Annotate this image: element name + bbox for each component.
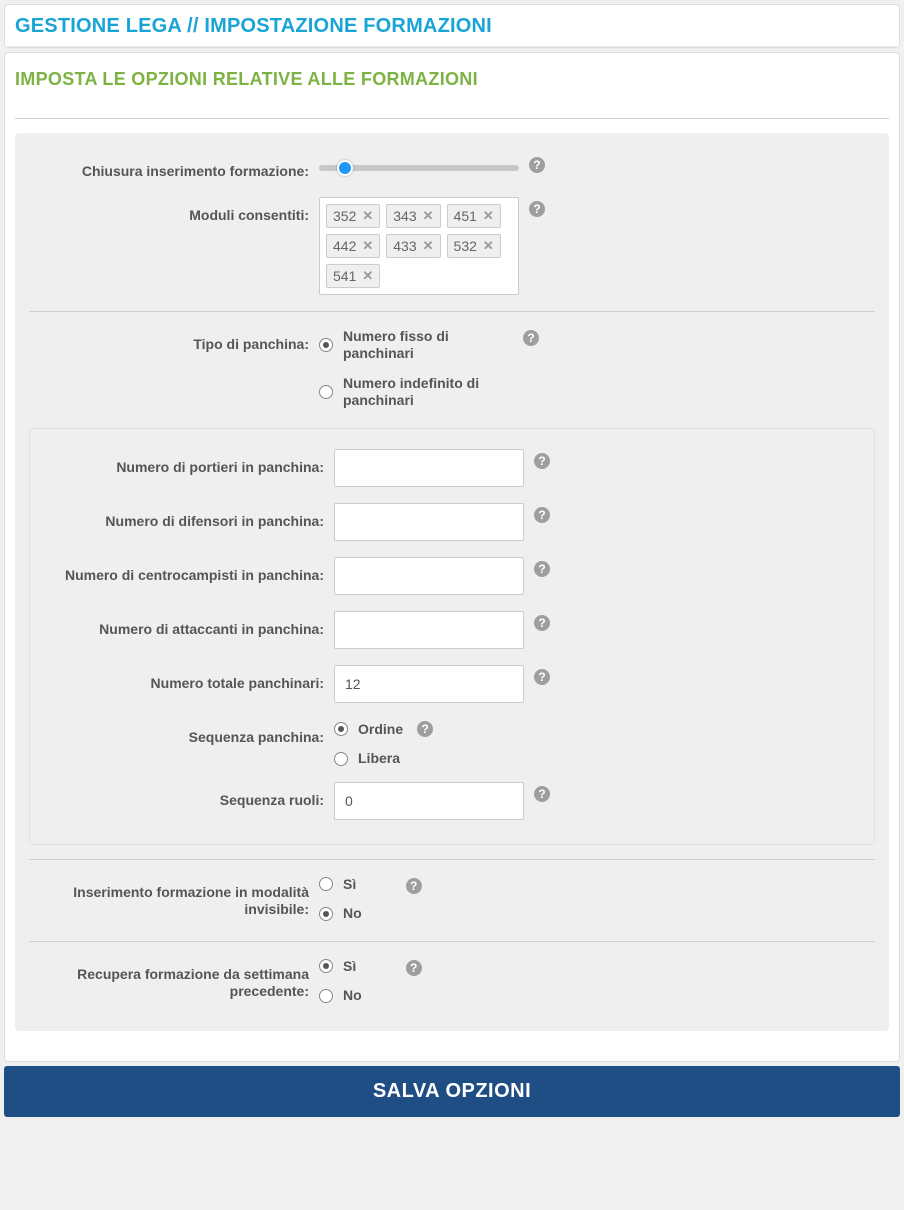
label-invisible: Inserimento formazione in modalità invis… [29, 874, 309, 919]
radio-icon [319, 877, 333, 891]
row-bench-def: Numero di difensori in panchina: ? [44, 503, 860, 541]
page-title-bar: Gestione Lega // Impostazione formazioni [5, 5, 899, 47]
header-panel: Gestione Lega // Impostazione formazioni [4, 4, 900, 48]
input-bench-total[interactable] [334, 665, 524, 703]
module-tag: 343✕ [386, 204, 440, 228]
label-bench-mid: Numero di centrocampisti in panchina: [44, 557, 324, 585]
radio-recover-no[interactable]: No [319, 985, 362, 1007]
help-icon[interactable]: ? [417, 721, 433, 737]
tag-remove-icon[interactable]: ✕ [423, 238, 434, 254]
label-closing: Chiusura inserimento formazione: [29, 153, 309, 181]
divider [29, 941, 875, 942]
tag-remove-icon[interactable]: ✕ [362, 238, 373, 254]
module-tag: 442✕ [326, 234, 380, 258]
help-icon[interactable]: ? [534, 507, 550, 523]
module-tag: 541✕ [326, 264, 380, 288]
field-modules: 352✕ 343✕ 451✕ 442✕ 433✕ 532✕ 541✕ ? [319, 197, 875, 295]
tag-remove-icon[interactable]: ✕ [483, 238, 494, 254]
closing-slider[interactable] [319, 165, 519, 171]
radio-icon [319, 338, 333, 352]
label-bench-fwd: Numero di attaccanti in panchina: [44, 611, 324, 639]
label-bench-gk: Numero di portieri in panchina: [44, 449, 324, 477]
label-recover: Recupera formazione da settimana precede… [29, 956, 309, 1001]
field-bench-type: Numero fisso di panchinari Numero indefi… [319, 326, 875, 412]
row-bench-mid: Numero di centrocampisti in panchina: ? [44, 557, 860, 595]
radio-icon [319, 385, 333, 399]
help-icon[interactable]: ? [534, 669, 550, 685]
bench-counts-section: Numero di portieri in panchina: ? Numero… [29, 428, 875, 845]
radio-bench-fixed[interactable]: Numero fisso di panchinari [319, 326, 513, 365]
tag-remove-icon[interactable]: ✕ [362, 208, 373, 224]
row-bench-fwd: Numero di attaccanti in panchina: ? [44, 611, 860, 649]
save-button[interactable]: Salva Opzioni [4, 1066, 900, 1117]
form-section-main: Chiusura inserimento formazione: ? Modul… [15, 133, 889, 1031]
label-role-seq: Sequenza ruoli: [44, 782, 324, 810]
help-icon[interactable]: ? [534, 786, 550, 802]
radio-bench-undefined[interactable]: Numero indefinito di panchinari [319, 373, 513, 412]
radio-icon [319, 959, 333, 973]
divider [29, 859, 875, 860]
help-icon[interactable]: ? [406, 878, 422, 894]
closing-slider-handle[interactable] [337, 160, 353, 176]
module-tag: 451✕ [447, 204, 501, 228]
row-bench-total: Numero totale panchinari: ? [44, 665, 860, 703]
tag-remove-icon[interactable]: ✕ [423, 208, 434, 224]
row-bench-type: Tipo di panchina: Numero fisso di panchi… [29, 326, 875, 412]
field-closing: ? [319, 153, 875, 173]
help-icon[interactable]: ? [534, 615, 550, 631]
help-icon[interactable]: ? [529, 201, 545, 217]
row-modules: Moduli consentiti: 352✕ 343✕ 451✕ 442✕ 4… [29, 197, 875, 295]
module-tag: 352✕ [326, 204, 380, 228]
page-title: Gestione Lega // Impostazione formazioni [15, 15, 889, 38]
help-icon[interactable]: ? [529, 157, 545, 173]
divider [15, 118, 889, 119]
label-bench-total: Numero totale panchinari: [44, 665, 324, 693]
sub-title: Imposta le opzioni relative alle formazi… [15, 65, 889, 104]
help-icon[interactable]: ? [534, 561, 550, 577]
row-bench-seq: Sequenza panchina: Ordine? Libera [44, 719, 860, 770]
row-role-seq: Sequenza ruoli: ? [44, 782, 860, 820]
label-modules: Moduli consentiti: [29, 197, 309, 225]
page-title-seg1: Gestione Lega [15, 15, 181, 37]
input-role-seq[interactable] [334, 782, 524, 820]
form-panel: Imposta le opzioni relative alle formazi… [4, 52, 900, 1062]
page-title-sep: // [181, 15, 204, 37]
page-title-seg2: Impostazione formazioni [204, 15, 492, 37]
tag-remove-icon[interactable]: ✕ [483, 208, 494, 224]
help-icon[interactable]: ? [406, 960, 422, 976]
radio-recover-yes[interactable]: Sì [319, 956, 362, 978]
input-bench-def[interactable] [334, 503, 524, 541]
label-bench-def: Numero di difensori in panchina: [44, 503, 324, 531]
radio-icon [334, 752, 348, 766]
row-invisible: Inserimento formazione in modalità invis… [29, 874, 875, 925]
radio-icon [319, 989, 333, 1003]
tag-remove-icon[interactable]: ✕ [362, 268, 373, 284]
radio-seq-ordine[interactable]: Ordine? [334, 719, 433, 741]
input-bench-mid[interactable] [334, 557, 524, 595]
input-bench-gk[interactable] [334, 449, 524, 487]
radio-seq-libera[interactable]: Libera [334, 748, 433, 770]
label-bench-seq: Sequenza panchina: [44, 719, 324, 747]
help-icon[interactable]: ? [534, 453, 550, 469]
modules-tags-box[interactable]: 352✕ 343✕ 451✕ 442✕ 433✕ 532✕ 541✕ [319, 197, 519, 295]
radio-invisible-no[interactable]: No [319, 903, 362, 925]
radio-icon [319, 907, 333, 921]
help-icon[interactable]: ? [523, 330, 539, 346]
radio-invisible-yes[interactable]: Sì [319, 874, 362, 896]
input-bench-fwd[interactable] [334, 611, 524, 649]
row-closing: Chiusura inserimento formazione: ? [29, 153, 875, 181]
module-tag: 532✕ [447, 234, 501, 258]
radio-icon [334, 722, 348, 736]
row-recover: Recupera formazione da settimana precede… [29, 956, 875, 1007]
row-bench-gk: Numero di portieri in panchina: ? [44, 449, 860, 487]
divider [29, 311, 875, 312]
module-tag: 433✕ [386, 234, 440, 258]
label-bench-type: Tipo di panchina: [29, 326, 309, 354]
